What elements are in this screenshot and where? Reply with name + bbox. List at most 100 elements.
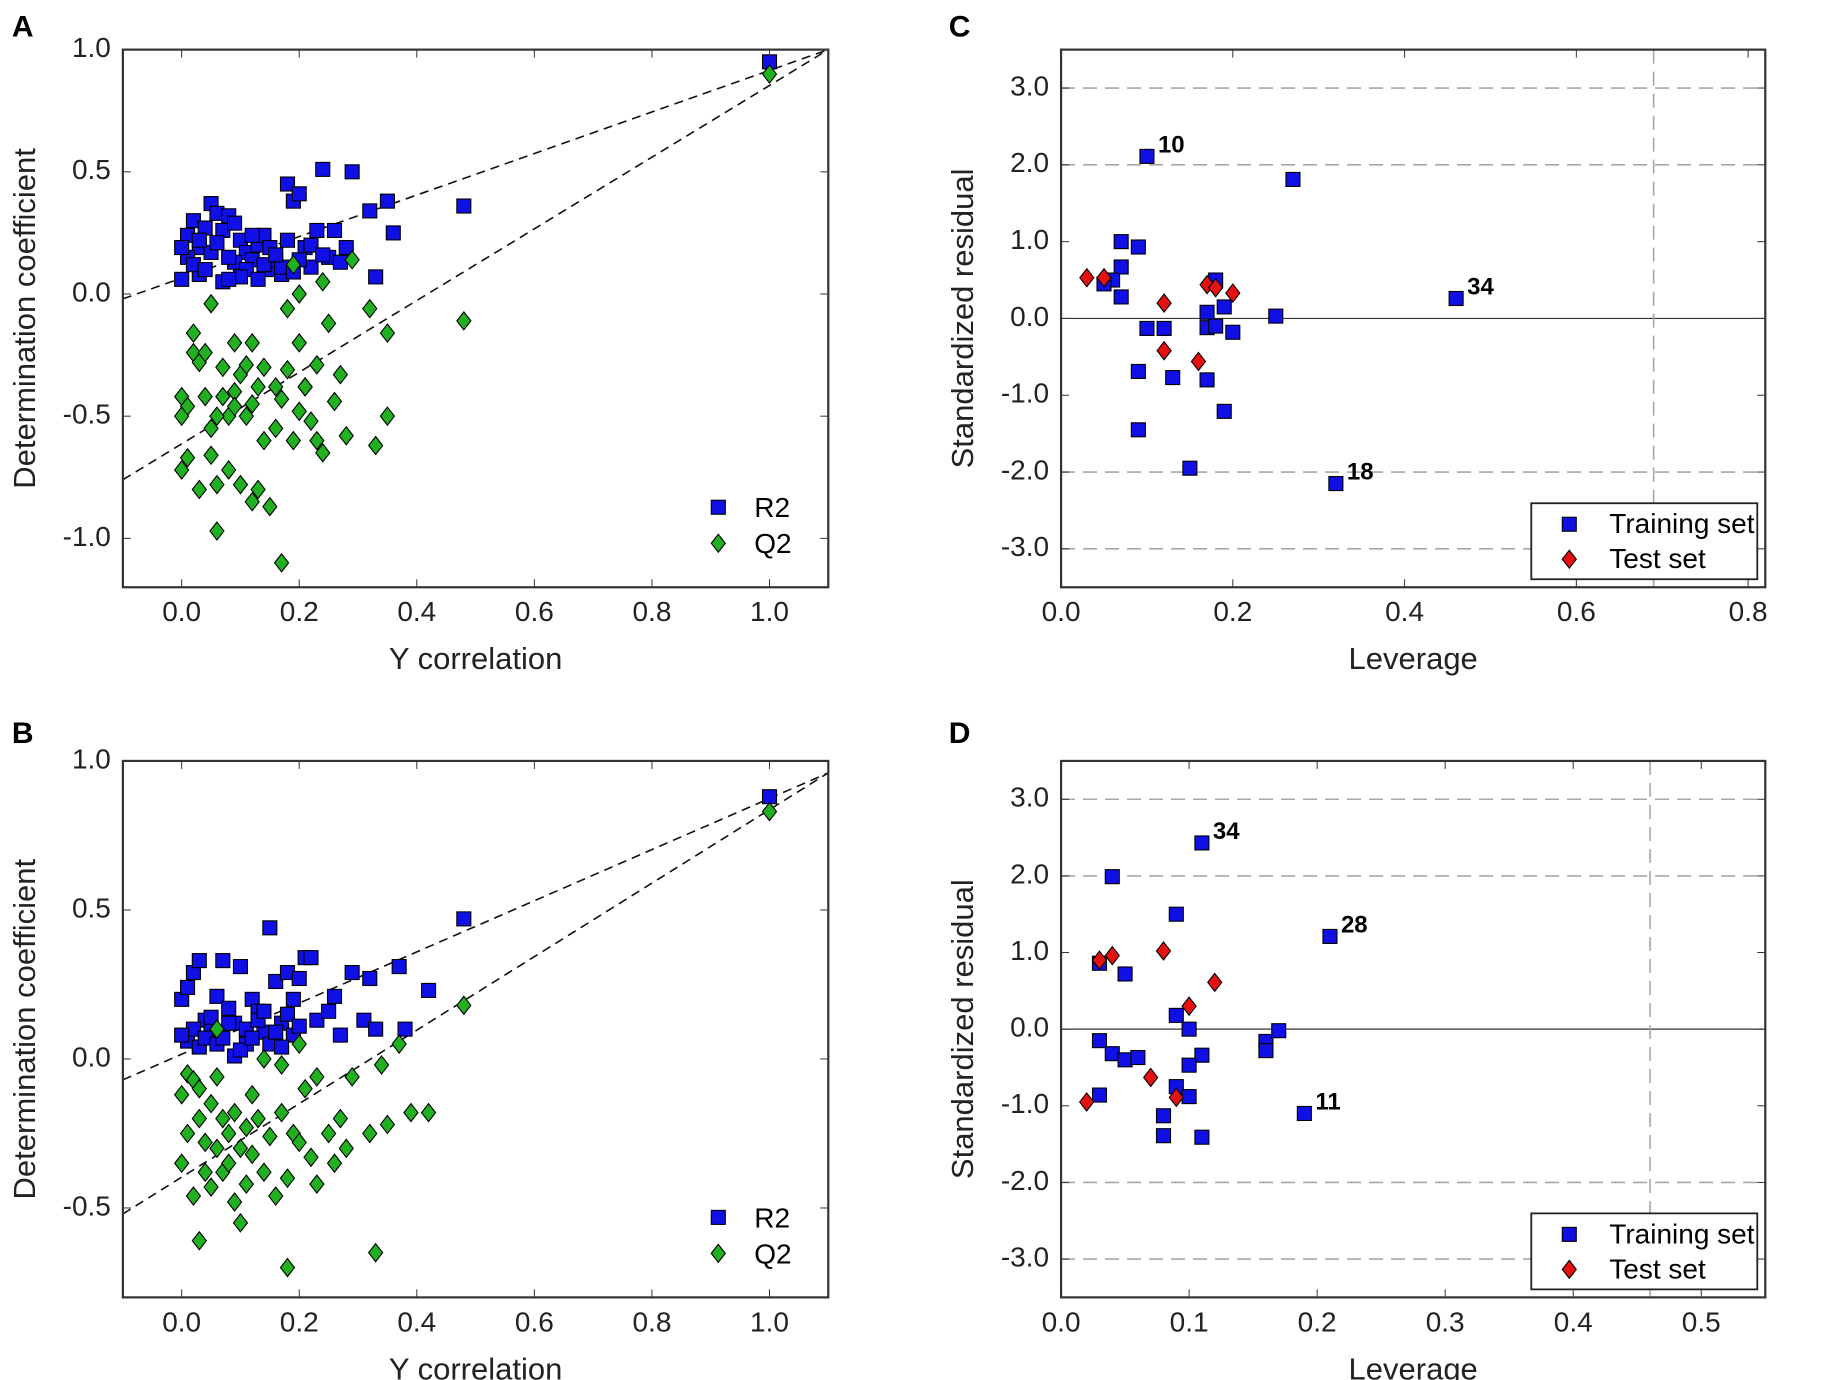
x-tick-label: 0.8 <box>1729 596 1768 627</box>
data-point <box>761 64 778 84</box>
data-point <box>232 474 249 495</box>
y-tick-label: 2.0 <box>1010 147 1049 178</box>
data-point <box>1225 324 1241 340</box>
y-tick-label: 0.0 <box>72 276 111 307</box>
intercept-line <box>122 772 829 1215</box>
x-tick-label: 0.5 <box>1682 1306 1721 1337</box>
plot-area <box>1061 49 1766 588</box>
data-point <box>1130 239 1146 255</box>
y-axis-label: Determination coefficient <box>7 148 42 489</box>
data-point <box>291 284 307 304</box>
legend-marker <box>1561 1226 1577 1242</box>
data-point <box>1113 259 1129 275</box>
data-point <box>309 354 325 375</box>
data-point <box>1328 476 1344 492</box>
plot-area <box>122 49 829 573</box>
data-point <box>221 249 237 265</box>
data-point <box>362 970 378 987</box>
data-point <box>191 1230 208 1251</box>
data-point <box>279 359 296 380</box>
data-point <box>1091 1033 1108 1049</box>
data-point <box>262 496 278 517</box>
data-point <box>1194 1047 1210 1063</box>
legend-label: R2 <box>754 1202 790 1233</box>
x-axis-label: Y correlation <box>389 641 562 676</box>
data-point <box>209 1066 225 1087</box>
axes-frame <box>121 48 830 589</box>
legend-label: Test set <box>1609 543 1706 574</box>
data-point <box>256 357 272 378</box>
data-point <box>238 1174 255 1195</box>
data-point <box>1182 460 1198 476</box>
data-point <box>220 460 237 480</box>
data-point <box>215 357 231 378</box>
data-point <box>1207 277 1224 298</box>
data-point <box>268 1186 284 1206</box>
data-point <box>1181 1089 1197 1105</box>
x-tick-label: 0.2 <box>1298 1306 1337 1337</box>
data-point <box>1216 299 1232 315</box>
data-point <box>1296 1105 1312 1122</box>
data-point <box>191 1108 208 1129</box>
data-point <box>309 1066 325 1087</box>
data-point <box>344 964 360 981</box>
data-point <box>173 1153 190 1174</box>
data-point <box>209 474 225 495</box>
data-point <box>379 406 396 427</box>
data-point <box>197 1132 213 1153</box>
data-point <box>1130 422 1146 438</box>
data-point <box>279 298 296 319</box>
data-point <box>368 269 384 285</box>
data-point <box>1078 1092 1095 1112</box>
data-point <box>291 1132 307 1153</box>
y-tick-label: 1.0 <box>72 32 111 63</box>
data-point <box>1155 941 1172 961</box>
data-point <box>203 1177 219 1198</box>
data-point <box>1117 966 1133 982</box>
data-point <box>220 1153 237 1174</box>
x-tick-label: 0.2 <box>1213 596 1252 627</box>
data-point <box>1139 148 1155 164</box>
data-point <box>1199 372 1215 388</box>
data-point <box>238 354 255 375</box>
data-point <box>256 430 272 451</box>
data-point <box>1130 1049 1146 1066</box>
point-annotation: 18 <box>1347 459 1374 486</box>
data-point <box>1168 1087 1184 1108</box>
x-tick-label: 0.0 <box>1042 1306 1081 1337</box>
legend-label: Q2 <box>754 528 791 559</box>
x-axis-label: Leverage <box>1349 641 1478 676</box>
panel-label: A <box>12 10 34 43</box>
y-tick-label: 2.0 <box>1010 858 1049 889</box>
data-point <box>1168 906 1184 922</box>
data-point <box>1104 1046 1120 1062</box>
data-point <box>256 257 272 273</box>
x-axis-label: Y correlation <box>389 1351 562 1380</box>
y-tick-label: -3.0 <box>1001 1241 1049 1272</box>
legend: Training set Test set <box>1530 502 1759 581</box>
data-point <box>320 313 337 334</box>
data-point <box>332 1108 349 1129</box>
data-point <box>297 376 313 397</box>
legend-marker <box>710 533 726 554</box>
data-point <box>279 1006 296 1022</box>
data-point <box>227 215 243 231</box>
data-point <box>338 1138 354 1159</box>
data-point <box>379 323 396 343</box>
data-point <box>1181 996 1197 1017</box>
data-point <box>1271 1023 1287 1039</box>
data-point <box>421 982 437 998</box>
panel-label: B <box>12 717 34 750</box>
data-point <box>1199 274 1215 295</box>
data-point <box>303 1147 319 1168</box>
data-point <box>244 1084 260 1105</box>
data-point <box>321 1003 337 1019</box>
legend-marker <box>710 1209 726 1225</box>
y-tick-label: -1.0 <box>63 521 111 552</box>
data-point <box>238 406 255 427</box>
y-tick-label: -1.0 <box>1001 1088 1049 1119</box>
y-tick-label: -3.0 <box>1001 531 1049 562</box>
data-point <box>1181 1021 1197 1037</box>
legend-label: Q2 <box>754 1238 791 1269</box>
